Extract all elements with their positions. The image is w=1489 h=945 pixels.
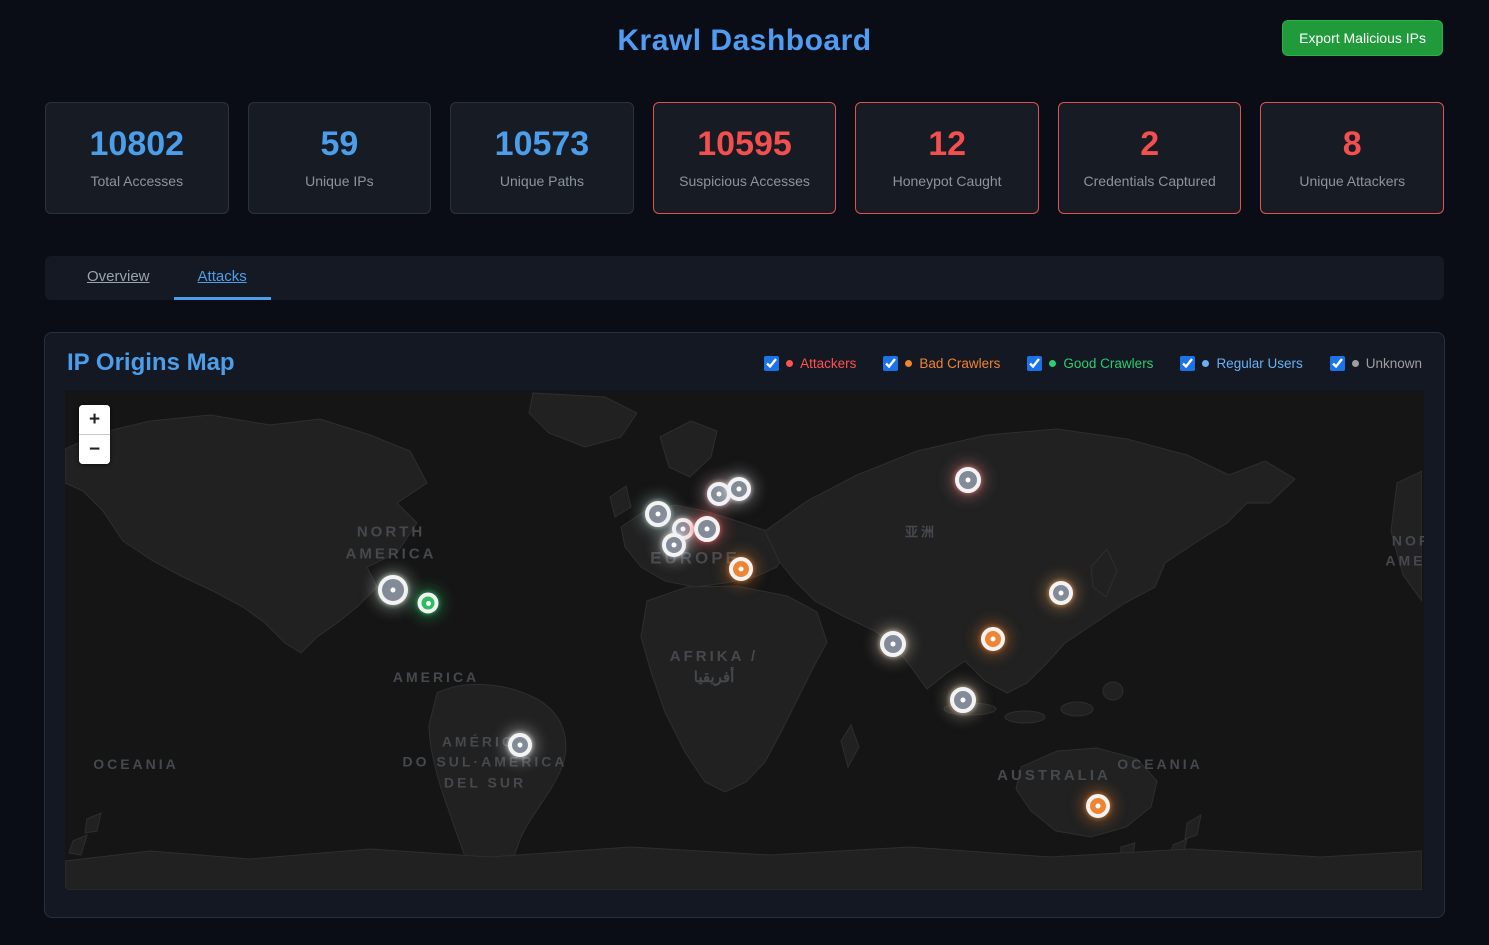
map-marker-unknown[interactable] [508,733,532,757]
tab-bar: Overview Attacks [45,256,1444,300]
stat-card-5: 2 Credentials Captured [1057,102,1242,214]
map-marker-unknown[interactable] [1049,581,1073,605]
legend-dot-icon [1351,359,1359,367]
stat-card-4: 12 Honeypot Caught [855,102,1039,214]
stat-label: Unique IPs [305,173,374,189]
legend-label: Regular Users [1216,355,1303,371]
stat-label: Honeypot Caught [892,173,1002,189]
ip-origins-map-panel: IP Origins Map Attackers Bad Crawlers Good… [44,332,1445,918]
legend-item-attackers[interactable]: Attackers [764,355,857,371]
legend-label: Attackers [800,355,857,371]
tab-overview[interactable]: Overview [63,256,174,300]
stat-card-0: 10802 Total Accesses [45,102,229,214]
marker-center-dot [1058,590,1064,596]
map-panel-header: IP Origins Map Attackers Bad Crawlers Good… [65,349,1424,377]
legend-item-good-crawlers[interactable]: Good Crawlers [1027,355,1154,371]
marker-center-dot [965,477,971,483]
marker-center-dot [736,486,742,492]
stat-value: 59 [320,125,359,163]
legend-dot-icon [1202,359,1210,367]
legend-checkbox[interactable] [1329,355,1345,371]
map-marker-bad-crawler[interactable] [729,557,753,581]
header: Krawl Dashboard Export Malicious IPs [0,0,1489,74]
stat-label: Total Accesses [90,173,184,189]
legend-checkbox[interactable] [1180,355,1196,371]
map-marker-unknown[interactable] [880,631,906,657]
legend-label: Bad Crawlers [919,355,1001,371]
map-marker-unknown[interactable] [645,501,671,527]
stat-label: Credentials Captured [1083,173,1216,189]
marker-center-dot [990,636,996,642]
marker-center-dot [738,566,744,572]
page-title: Krawl Dashboard [617,24,872,57]
stat-value: 8 [1342,125,1362,163]
marker-center-dot [517,742,523,748]
map-marker-unknown[interactable] [727,477,751,501]
zoom-control-divider [79,434,110,435]
legend-item-bad-crawlers[interactable]: Bad Crawlers [883,355,1001,371]
marker-center-dot [390,587,396,593]
marker-center-dot [680,526,686,532]
tab-attacks[interactable]: Attacks [173,256,271,300]
stat-value: 10802 [89,125,185,163]
stat-value: 2 [1140,125,1160,163]
map-marker-bad-crawler[interactable] [1086,794,1110,818]
marker-center-dot [671,542,677,548]
world-map-graphic [65,392,1422,890]
stat-value: 10573 [494,125,590,163]
zoom-in-button[interactable]: + [79,405,110,434]
map-marker-good-crawler[interactable] [417,592,439,614]
stat-label: Unique Paths [499,173,584,189]
legend-label: Good Crawlers [1063,355,1154,371]
marker-center-dot [960,697,966,703]
legend-checkbox[interactable] [764,355,780,371]
stat-label: Unique Attackers [1299,173,1406,189]
legend-item-unknown[interactable]: Unknown [1329,355,1422,371]
legend-item-regular-users[interactable]: Regular Users [1180,355,1303,371]
stat-label: Suspicious Accesses [679,173,810,189]
stat-card-2: 10573 Unique Paths [450,102,634,214]
map-zoom-control: + − [79,405,110,464]
map-legend: Attackers Bad Crawlers Good Crawlers Regula… [764,355,1422,371]
legend-label: Unknown [1365,355,1422,371]
legend-dot-icon [1049,359,1057,367]
stats-row: 10802 Total Accesses 59 Unique IPs 10573 Uniq… [0,102,1489,214]
marker-center-dot [1095,803,1101,809]
marker-center-dot [425,600,431,606]
map-marker-bad-crawler[interactable] [981,627,1005,651]
marker-center-dot [655,511,661,517]
marker-center-dot [704,526,710,532]
marker-center-dot [716,491,722,497]
stat-card-1: 59 Unique IPs [247,102,432,214]
stat-value: 10595 [697,125,792,163]
zoom-out-button[interactable]: − [79,435,110,464]
legend-checkbox[interactable] [1027,355,1043,371]
map-marker-unknown[interactable] [955,467,981,493]
map-marker-unknown[interactable] [378,575,408,605]
stat-value: 12 [928,125,967,163]
map-marker-unknown[interactable] [950,687,976,713]
stat-card-6: 8 Unique Attackers [1260,102,1445,214]
marker-center-dot [890,641,896,647]
map-marker-unknown[interactable] [694,516,720,542]
world-map-viewport[interactable]: + − NORTH AMERICA AMERICA AMÉRICA DO SUL·A… [65,391,1424,890]
map-marker-unknown[interactable] [662,533,686,557]
map-panel-title: IP Origins Map [67,349,235,376]
legend-dot-icon [786,359,794,367]
stat-card-3: 10595 Suspicious Accesses [652,102,837,214]
export-malicious-ips-button[interactable]: Export Malicious IPs [1282,20,1443,56]
legend-checkbox[interactable] [883,355,899,371]
legend-dot-icon [905,359,913,367]
